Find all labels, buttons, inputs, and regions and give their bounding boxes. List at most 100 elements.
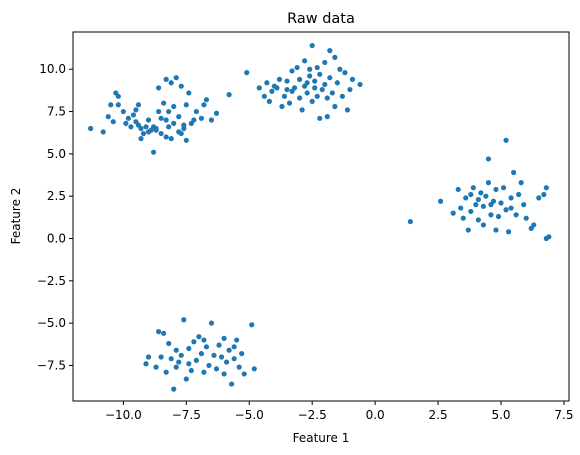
scatter-point bbox=[357, 81, 363, 88]
scatter-point bbox=[266, 98, 272, 104]
scatter-point bbox=[314, 64, 320, 71]
scatter-point bbox=[166, 340, 172, 347]
scatter-point bbox=[480, 222, 486, 228]
y-tick-label: 2.5 bbox=[47, 189, 66, 203]
scatter-point bbox=[150, 149, 157, 155]
scatter-point bbox=[281, 93, 288, 99]
y-tick-label: 0.0 bbox=[47, 232, 66, 246]
scatter-point bbox=[173, 347, 179, 353]
scatter-point bbox=[150, 124, 157, 130]
scatter-point bbox=[110, 119, 116, 125]
scatter-point bbox=[201, 369, 207, 375]
scatter-point bbox=[153, 364, 159, 370]
scatter-point bbox=[508, 195, 514, 201]
scatter-point bbox=[508, 205, 514, 211]
scatter-point bbox=[518, 180, 524, 186]
scatter-point bbox=[485, 180, 492, 186]
scatter-point bbox=[498, 200, 504, 206]
scatter-point bbox=[183, 137, 189, 143]
scatter-point bbox=[133, 107, 139, 113]
scatter-point bbox=[115, 93, 121, 99]
scatter-point bbox=[183, 376, 189, 382]
scatter-point bbox=[128, 124, 134, 130]
scatter-point bbox=[158, 354, 164, 360]
scatter-point bbox=[88, 125, 94, 132]
scatter-point bbox=[145, 117, 152, 123]
scatter-point bbox=[249, 322, 255, 328]
scatter-point bbox=[500, 185, 507, 191]
scatter-point bbox=[309, 42, 315, 49]
scatter-point bbox=[163, 76, 169, 82]
scatter-point bbox=[193, 357, 199, 363]
scatter-point bbox=[324, 95, 330, 101]
scatter-point bbox=[458, 205, 464, 211]
scatter-point bbox=[304, 80, 310, 86]
scatter-point bbox=[470, 185, 476, 191]
scatter-point bbox=[161, 100, 167, 106]
scatter-point bbox=[327, 75, 333, 81]
scatter-point bbox=[505, 229, 512, 235]
scatter-point bbox=[437, 198, 444, 204]
scatter-point bbox=[523, 215, 529, 221]
scatter-point bbox=[208, 117, 215, 123]
x-axis-label: Feature 1 bbox=[293, 431, 350, 445]
scatter-point bbox=[322, 59, 328, 66]
y-tick-label: −2.5 bbox=[37, 274, 66, 288]
scatter-point bbox=[191, 339, 197, 345]
scatter-point bbox=[221, 371, 227, 377]
scatter-point bbox=[312, 85, 318, 91]
scatter-point bbox=[216, 342, 222, 348]
scatter-point bbox=[241, 371, 247, 377]
scatter-point bbox=[186, 361, 192, 367]
x-tick-label: 0.0 bbox=[366, 408, 385, 422]
y-tick-label: 5.0 bbox=[47, 147, 66, 161]
scatter-point bbox=[135, 102, 142, 108]
scatter-point bbox=[213, 110, 220, 116]
scatter-point bbox=[543, 235, 549, 242]
scatter-point bbox=[337, 66, 343, 72]
scatter-point bbox=[327, 48, 333, 54]
scatter-point bbox=[309, 98, 315, 104]
scatter-point bbox=[503, 207, 509, 213]
scatter-point bbox=[329, 90, 335, 96]
scatter-point bbox=[276, 76, 283, 82]
scatter-point bbox=[541, 191, 547, 198]
scatter-point bbox=[294, 64, 300, 71]
scatter-point bbox=[231, 356, 237, 362]
scatter-point bbox=[176, 359, 182, 365]
scatter-point bbox=[264, 80, 270, 86]
y-tick-label: 7.5 bbox=[47, 105, 66, 119]
scatter-point bbox=[203, 97, 210, 103]
scatter-point bbox=[284, 78, 290, 84]
scatter-point bbox=[158, 130, 164, 137]
x-tick-label: 5.0 bbox=[491, 408, 510, 422]
scatter-point bbox=[226, 92, 232, 98]
scatter-point bbox=[284, 86, 290, 93]
scatter-point bbox=[317, 71, 323, 77]
scatter-point bbox=[304, 90, 310, 96]
scatter-point bbox=[455, 186, 461, 193]
scatter-point bbox=[161, 330, 167, 336]
scatter-point bbox=[125, 115, 131, 121]
scatter-point bbox=[229, 381, 235, 387]
scatter-point bbox=[521, 202, 527, 208]
scatter-point bbox=[198, 115, 205, 121]
scatter-point bbox=[251, 366, 257, 372]
scatter-point bbox=[339, 93, 345, 99]
scatter-point bbox=[513, 212, 519, 218]
scatter-point bbox=[163, 369, 169, 375]
scatter-point bbox=[297, 76, 303, 82]
scatter-point bbox=[314, 93, 320, 99]
scatter-point bbox=[163, 134, 169, 140]
scatter-point bbox=[332, 54, 338, 60]
scatter-point bbox=[465, 227, 471, 233]
scatter-point bbox=[181, 317, 187, 323]
scatter-point bbox=[302, 58, 308, 64]
scatter-point bbox=[156, 108, 162, 115]
scatter-point bbox=[201, 337, 207, 343]
x-axis-ticks: −10.0 −7.5 −5.0 −2.5 0.0 2.5 5.0 7.5 bbox=[105, 401, 574, 422]
scatter-point bbox=[143, 124, 149, 130]
scatter-point bbox=[206, 362, 212, 369]
scatter-point bbox=[543, 185, 549, 191]
scatter-point bbox=[120, 108, 126, 115]
